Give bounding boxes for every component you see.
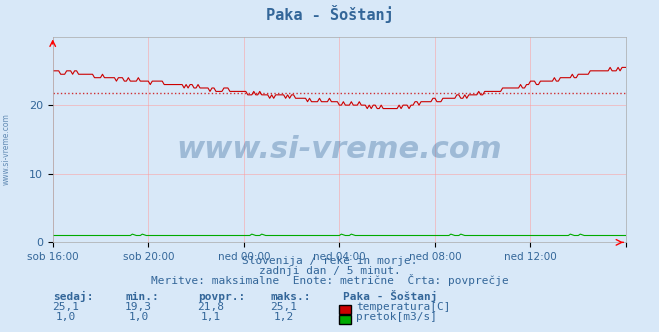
Text: zadnji dan / 5 minut.: zadnji dan / 5 minut. (258, 266, 401, 276)
Text: 1,0: 1,0 (56, 312, 76, 322)
Text: pretok[m3/s]: pretok[m3/s] (356, 312, 437, 322)
Text: www.si-vreme.com: www.si-vreme.com (2, 114, 11, 185)
Text: Slovenija / reke in morje.: Slovenija / reke in morje. (242, 256, 417, 266)
Text: Paka - Šoštanj: Paka - Šoštanj (343, 290, 437, 302)
Text: sedaj:: sedaj: (53, 291, 93, 302)
Text: 1,2: 1,2 (273, 312, 293, 322)
Text: www.si-vreme.com: www.si-vreme.com (177, 135, 502, 164)
Text: min.:: min.: (125, 292, 159, 302)
Text: 25,1: 25,1 (53, 302, 79, 312)
Text: Meritve: maksimalne  Enote: metrične  Črta: povprečje: Meritve: maksimalne Enote: metrične Črta… (151, 274, 508, 286)
Text: Paka - Šoštanj: Paka - Šoštanj (266, 5, 393, 23)
Text: temperatura[C]: temperatura[C] (356, 302, 450, 312)
Text: 21,8: 21,8 (198, 302, 224, 312)
Text: maks.:: maks.: (270, 292, 310, 302)
Text: 25,1: 25,1 (270, 302, 297, 312)
Text: 1,1: 1,1 (201, 312, 221, 322)
Text: 19,3: 19,3 (125, 302, 152, 312)
Text: povpr.:: povpr.: (198, 292, 245, 302)
Text: 1,0: 1,0 (129, 312, 148, 322)
